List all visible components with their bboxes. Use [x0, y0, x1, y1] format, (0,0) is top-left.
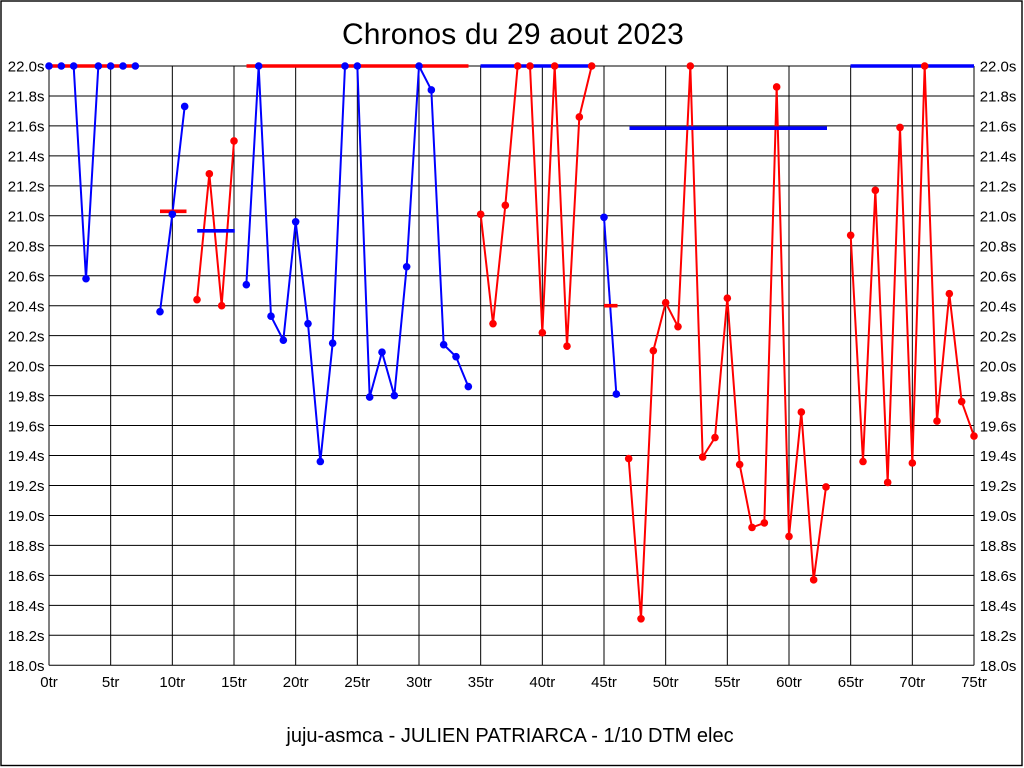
svg-text:21.2s: 21.2s: [8, 179, 45, 196]
svg-text:35tr: 35tr: [468, 674, 494, 691]
svg-text:19.6s: 19.6s: [980, 418, 1017, 435]
svg-text:19.4s: 19.4s: [8, 448, 45, 465]
svg-text:20.2s: 20.2s: [980, 328, 1017, 345]
svg-text:20.8s: 20.8s: [980, 238, 1017, 255]
svg-text:juju-asmca - JULIEN PATRIARCA: juju-asmca - JULIEN PATRIARCA - 1/10 DTM…: [285, 725, 733, 747]
svg-text:20.6s: 20.6s: [8, 268, 45, 285]
svg-text:75tr: 75tr: [961, 674, 987, 691]
svg-text:20.0s: 20.0s: [8, 358, 45, 375]
svg-text:18.2s: 18.2s: [980, 628, 1017, 645]
svg-text:18.4s: 18.4s: [8, 598, 45, 615]
svg-text:19.2s: 19.2s: [980, 478, 1017, 495]
svg-text:5tr: 5tr: [102, 674, 120, 691]
svg-text:15tr: 15tr: [221, 674, 247, 691]
svg-text:19.4s: 19.4s: [980, 448, 1017, 465]
svg-text:25tr: 25tr: [344, 674, 370, 691]
svg-text:18.6s: 18.6s: [980, 568, 1017, 585]
svg-text:19.0s: 19.0s: [8, 508, 45, 525]
svg-text:18.0s: 18.0s: [980, 658, 1017, 675]
svg-text:21.6s: 21.6s: [8, 119, 45, 136]
svg-text:Chronos du 29 aout 2023: Chronos du 29 aout 2023: [342, 18, 684, 51]
svg-text:60tr: 60tr: [776, 674, 802, 691]
svg-text:45tr: 45tr: [591, 674, 617, 691]
svg-text:20.0s: 20.0s: [980, 358, 1017, 375]
svg-text:18.2s: 18.2s: [8, 628, 45, 645]
svg-text:70tr: 70tr: [899, 674, 925, 691]
svg-text:21.6s: 21.6s: [980, 119, 1017, 136]
svg-text:20.2s: 20.2s: [8, 328, 45, 345]
svg-text:21.2s: 21.2s: [980, 179, 1017, 196]
svg-text:19.8s: 19.8s: [980, 388, 1017, 405]
svg-text:50tr: 50tr: [653, 674, 679, 691]
svg-text:19.6s: 19.6s: [8, 418, 45, 435]
svg-text:21.4s: 21.4s: [8, 149, 45, 166]
svg-text:10tr: 10tr: [159, 674, 185, 691]
svg-text:65tr: 65tr: [838, 674, 864, 691]
svg-text:20.4s: 20.4s: [980, 298, 1017, 315]
svg-text:40tr: 40tr: [529, 674, 555, 691]
svg-text:22.0s: 22.0s: [980, 59, 1017, 76]
svg-text:0tr: 0tr: [40, 674, 58, 691]
svg-text:20.4s: 20.4s: [8, 298, 45, 315]
svg-text:21.8s: 21.8s: [8, 89, 45, 106]
svg-text:21.4s: 21.4s: [980, 149, 1017, 166]
svg-text:18.4s: 18.4s: [980, 598, 1017, 615]
svg-text:55tr: 55tr: [714, 674, 740, 691]
svg-text:18.6s: 18.6s: [8, 568, 45, 585]
svg-text:22.0s: 22.0s: [8, 59, 45, 76]
svg-text:20.6s: 20.6s: [980, 268, 1017, 285]
svg-text:30tr: 30tr: [406, 674, 432, 691]
svg-text:21.0s: 21.0s: [980, 209, 1017, 226]
svg-text:20.8s: 20.8s: [8, 238, 45, 255]
svg-text:20tr: 20tr: [283, 674, 309, 691]
svg-text:18.8s: 18.8s: [980, 538, 1017, 555]
svg-text:19.0s: 19.0s: [980, 508, 1017, 525]
svg-text:21.8s: 21.8s: [980, 89, 1017, 106]
svg-text:19.2s: 19.2s: [8, 478, 45, 495]
svg-text:18.8s: 18.8s: [8, 538, 45, 555]
svg-text:19.8s: 19.8s: [8, 388, 45, 405]
svg-text:18.0s: 18.0s: [8, 658, 45, 675]
svg-text:21.0s: 21.0s: [8, 209, 45, 226]
